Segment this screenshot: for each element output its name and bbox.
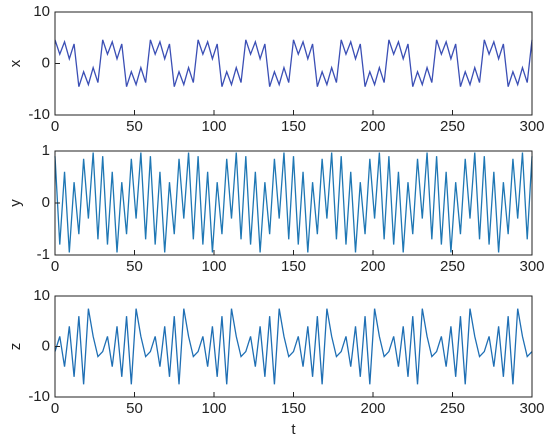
x-tick-label: 200 xyxy=(360,258,385,275)
data-line xyxy=(54,308,533,385)
data-line xyxy=(54,39,533,87)
y-tick-label: 0 xyxy=(42,54,50,71)
y-tick-label: -10 xyxy=(28,106,50,123)
x-tick-label: 50 xyxy=(126,400,143,417)
x-tick-label: 0 xyxy=(51,400,59,417)
y-tick-label: 0 xyxy=(42,337,50,354)
plot-frame xyxy=(54,295,533,398)
y-axis-label: y xyxy=(7,199,24,207)
y-tick-label: 10 xyxy=(33,3,50,20)
x-tick-label: 150 xyxy=(281,118,306,135)
x-tick-label: 150 xyxy=(281,258,306,275)
x-tick-label: 300 xyxy=(519,400,544,417)
x-tick-label: 150 xyxy=(281,400,306,417)
x-axis-label: t xyxy=(291,421,296,438)
x-tick-label: 100 xyxy=(201,258,226,275)
plot-frame xyxy=(54,11,533,116)
x-tick-label: 250 xyxy=(440,118,465,135)
x-tick-label: 0 xyxy=(51,118,59,135)
y-axis-label: x xyxy=(7,59,24,67)
x-tick-label: 200 xyxy=(360,118,385,135)
x-tick-label: 0 xyxy=(51,258,59,275)
x-tick-label: 100 xyxy=(201,400,226,417)
y-tick-label: 1 xyxy=(42,142,50,159)
y-axis-label: z xyxy=(7,343,24,351)
y-tick-label: 10 xyxy=(33,287,50,304)
x-tick-label: 300 xyxy=(519,258,544,275)
x-tick-label: 250 xyxy=(440,400,465,417)
x-tick-label: 50 xyxy=(126,118,143,135)
x-tick-label: 300 xyxy=(519,118,544,135)
x-tick-label: 250 xyxy=(440,258,465,275)
x-tick-label: 200 xyxy=(360,400,385,417)
x-tick-label: 50 xyxy=(126,258,143,275)
y-tick-label: 0 xyxy=(42,194,50,211)
x-tick-label: 100 xyxy=(201,118,226,135)
y-tick-label: -1 xyxy=(37,246,50,263)
y-tick-label: -10 xyxy=(28,388,50,405)
data-line xyxy=(54,152,533,253)
